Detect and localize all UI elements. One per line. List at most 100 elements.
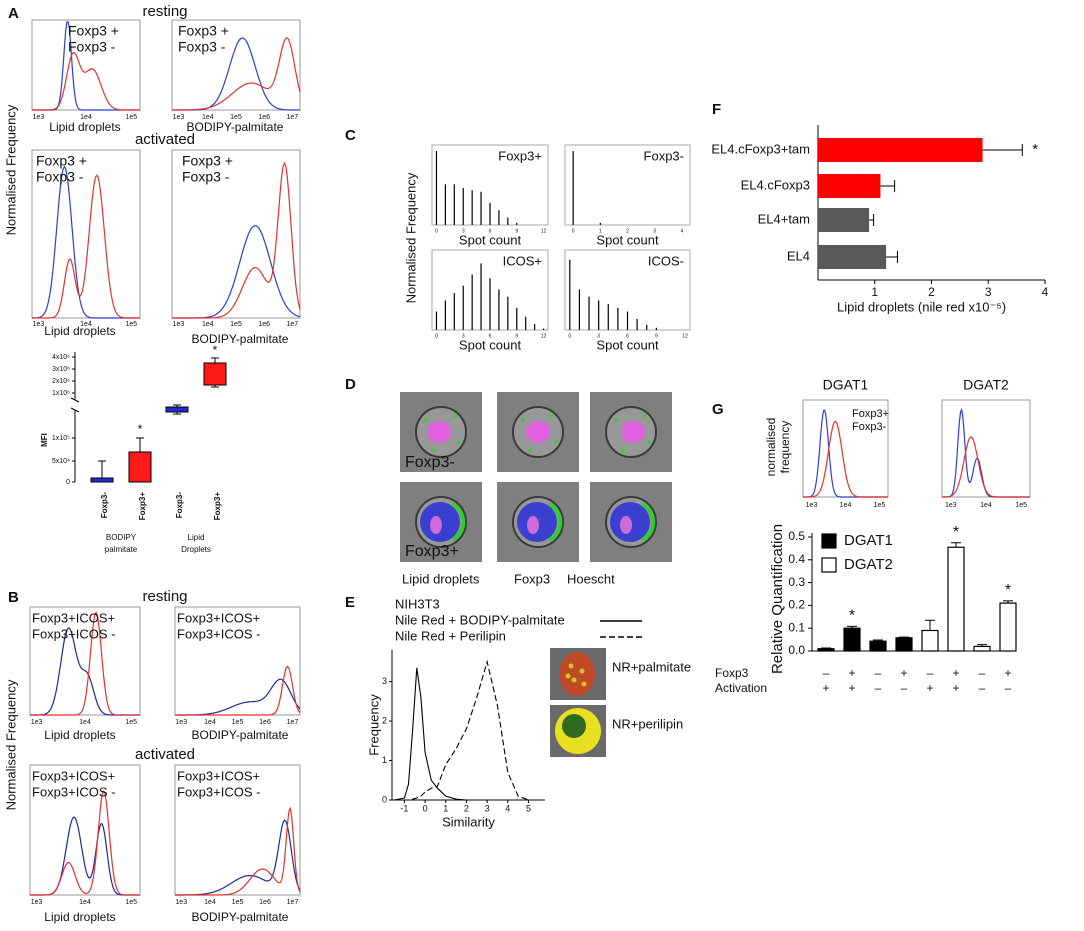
x-tick-label: 1e6 (259, 719, 271, 726)
x-tick-label: Foxp3+ (138, 492, 147, 521)
legend-label: Foxp3+ICOS+ (177, 610, 260, 625)
axis-title: Normalised Frequency (403, 172, 418, 303)
x-tick-label: 0 (423, 803, 428, 813)
axis-break (70, 397, 80, 403)
legend-label: Nile Red + BODIPY-palmitate (395, 612, 565, 627)
annotation: * (1005, 582, 1011, 599)
nucleus-stain (527, 516, 539, 534)
bar (999, 602, 1017, 652)
axis-title: normalised (764, 418, 778, 477)
lipid-dot (457, 440, 461, 444)
bar (869, 640, 887, 652)
y-tick-label: 0.4 (788, 552, 805, 566)
box (203, 362, 227, 386)
y-tick-label: 0 (382, 794, 387, 804)
x-tick-label: 1e7 (287, 719, 299, 726)
bar (973, 645, 991, 652)
x-tick-label: 1e4 (80, 114, 92, 121)
x-axis-title: BODIPY-palmitate (192, 728, 289, 742)
x-tick-label: 9 (655, 333, 658, 339)
legend-label: Foxp3- (852, 421, 887, 433)
axis-break (70, 407, 80, 413)
legend-title: NIH3T3 (395, 596, 440, 611)
histogram-curve (942, 436, 1030, 498)
legend-label: Foxp3+ (852, 408, 889, 420)
thumbnail-cell (559, 652, 595, 696)
lipid-dot (621, 448, 625, 452)
row-sign: + (926, 681, 933, 695)
bar (843, 627, 861, 652)
x-tick-label: 1e5 (230, 114, 242, 121)
x-axis-title: Spot count (459, 232, 522, 247)
x-tick-label: 1e6 (259, 899, 271, 906)
chart-title: DGAT2 (963, 377, 1009, 393)
bar (921, 629, 939, 652)
histogram-curve (175, 678, 301, 716)
x-tick-label: 1e5 (230, 321, 242, 328)
x-tick-label: 1e3 (175, 719, 187, 726)
plot-frame (564, 144, 691, 226)
histogram-curve (803, 420, 888, 498)
chart-title: DGAT1 (823, 377, 869, 393)
thumbnail-speck (565, 673, 571, 679)
x-tick-label: 1e5 (126, 321, 138, 328)
box (128, 451, 152, 483)
y-tick-label: 0.0 (788, 643, 805, 657)
annotation: * (849, 608, 855, 625)
row-sign: – (901, 681, 908, 695)
row-sign: + (900, 666, 907, 680)
panel-label: B (8, 589, 19, 606)
y-axis-title: Frequency (366, 694, 381, 756)
x-tick-label: 6 (626, 333, 629, 339)
x-tick-label: 1e3 (33, 114, 45, 121)
thumbnail-speck (581, 681, 587, 687)
plot-frame (29, 764, 141, 896)
x-tick-label: Foxp3- (100, 492, 109, 519)
nucleus-stain (427, 421, 451, 443)
group-label: Lipid (188, 533, 205, 542)
legend-label: DGAT1 (844, 532, 893, 549)
row-sign: + (1004, 666, 1011, 680)
x-tick-label: 9 (515, 228, 518, 234)
legend-label: Lipid droplets (402, 571, 480, 586)
x-tick-label: 3 (485, 803, 490, 813)
x-tick-label: 2 (928, 285, 935, 299)
lipid-dot (643, 414, 647, 418)
lipid-dot (431, 448, 435, 452)
x-tick-label: 6 (489, 228, 492, 234)
x-tick-label: 0 (435, 228, 438, 234)
axis-title: Normalised Frequency (3, 104, 18, 235)
x-tick-label: Foxp3- (175, 492, 184, 519)
histogram-curve (172, 225, 301, 319)
plot-frame (941, 399, 1031, 498)
annotation: * (1032, 141, 1038, 158)
x-tick-label: 2 (464, 803, 469, 813)
lipid-dot (521, 418, 525, 422)
histogram-curve (175, 819, 301, 896)
x-tick-label: 1e7 (286, 321, 298, 328)
row-sign: + (848, 681, 855, 695)
legend-swatch (821, 557, 837, 573)
x-tick-label: 4 (1042, 285, 1049, 299)
x-tick-label: 1e6 (258, 321, 270, 328)
x-tick-label: 0 (572, 228, 575, 234)
legend-label: Foxp3+ICOS - (32, 626, 115, 641)
x-tick-label: 1e4 (840, 502, 852, 509)
bar (895, 637, 913, 652)
thumbnail-speck (568, 663, 574, 669)
image-label: NR+palmitate (612, 659, 691, 674)
legend-label: Foxp3 (514, 571, 550, 586)
row-label: Activation (715, 681, 767, 695)
plot-frame (31, 149, 141, 319)
error-bar (925, 619, 935, 631)
annotation: * (138, 422, 143, 436)
group-label: BODIPY (106, 533, 137, 542)
series-line (394, 659, 539, 801)
y-tick-label: EL4+tam (758, 211, 810, 226)
panel-text: ICOS+ (503, 253, 542, 268)
legend-label: Foxp3 + (36, 153, 87, 169)
legend-label: Foxp3 - (178, 39, 226, 55)
x-axis-title: BODIPY-palmitate (192, 910, 289, 924)
panel-label: A (8, 5, 19, 22)
